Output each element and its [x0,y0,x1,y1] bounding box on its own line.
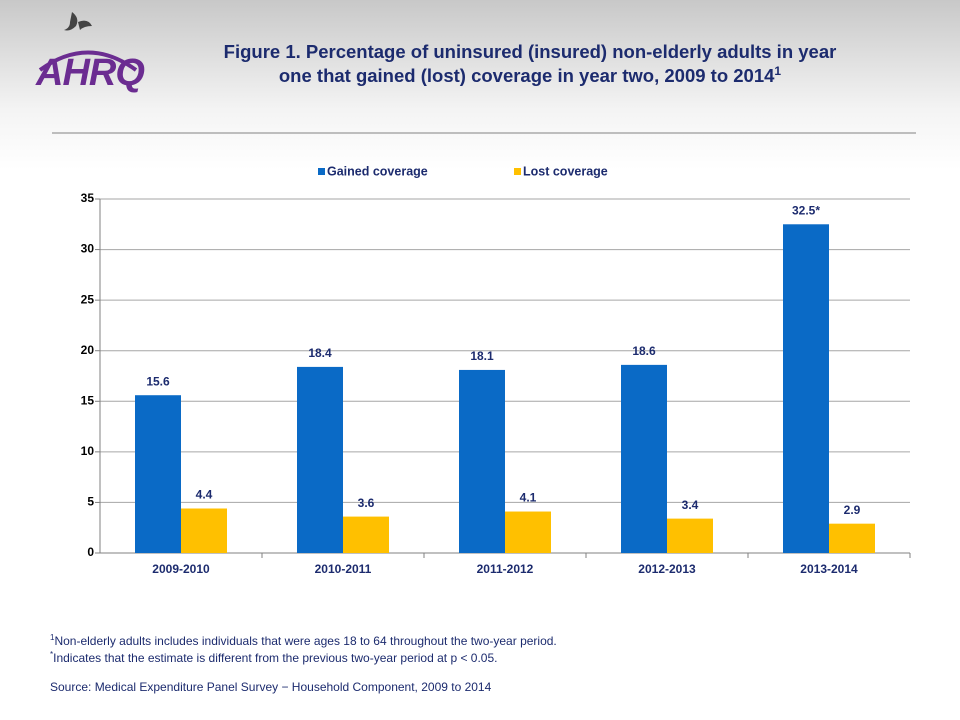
logo-eagle [64,12,92,31]
title-note: 1 [774,63,782,78]
x-tick-label: 2013-2014 [800,562,858,576]
footnote: 1Non-elderly adults includes individuals… [50,633,557,648]
legend-label: Lost coverage [523,164,608,178]
bar [505,511,551,553]
x-tick-label: 2010-2011 [315,562,372,576]
value-label: 4.1 [520,491,537,505]
footnote: *Indicates that the estimate is differen… [50,650,497,665]
y-tick-label: 0 [87,545,94,559]
value-label: 18.1 [470,349,494,363]
legend-swatch [318,168,325,175]
y-tick-label: 30 [81,242,95,256]
value-label: 15.6 [146,374,170,388]
value-label: 3.4 [682,498,699,512]
bar [783,224,829,554]
y-tick-label: 15 [81,393,95,407]
value-label: 32.5* [792,203,820,217]
logo-shape [64,12,92,31]
value-label: 2.9 [844,503,861,517]
logo-arc [38,50,138,72]
y-tick-label: 35 [81,191,95,205]
value-label: 18.6 [632,344,656,358]
bar [459,369,505,553]
source: Source: Medical Expenditure Panel Survey… [50,680,492,694]
bar [343,516,389,553]
value-label: 3.6 [358,496,375,510]
footnote-marker: * [50,650,54,659]
x-tick-label: 2011-2012 [477,562,534,576]
bar [829,523,875,553]
legend-swatch [514,168,521,175]
value-label: 4.4 [196,488,213,502]
logo: AHRQ [36,52,145,94]
bar [181,508,227,553]
y-tick-label: 25 [81,292,95,306]
footnote-text: Indicates that the estimate is different… [53,651,498,665]
bar [297,366,343,553]
value-label: 18.4 [308,346,332,360]
title-text: Figure 1. Percentage of uninsured (insur… [223,41,837,86]
y-tick-label: 20 [81,343,95,357]
chart-title: Figure 1. Percentage of uninsured (insur… [205,40,855,88]
bar [667,518,713,553]
y-tick-label: 10 [81,444,95,458]
footnote-text: Non-elderly adults includes individuals … [54,634,557,648]
y-tick-label: 5 [87,495,94,509]
x-tick-label: 2012-2013 [638,562,696,576]
bar [135,395,181,553]
x-tick-label: 2009-2010 [152,562,210,576]
legend-label: Gained coverage [327,164,428,178]
bar [621,364,667,553]
footnote-marker: 1 [50,633,55,642]
